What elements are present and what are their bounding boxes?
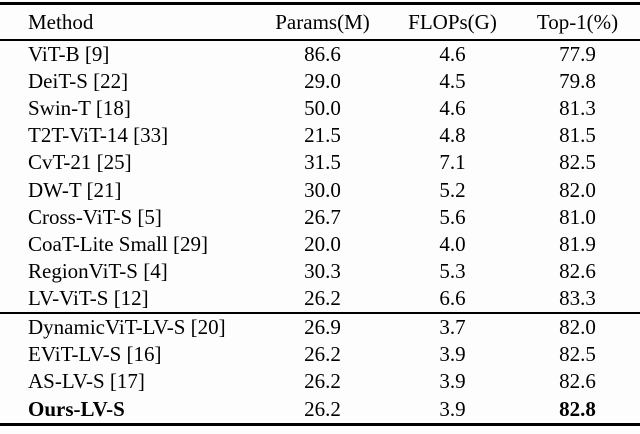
bottom-rule (0, 422, 640, 426)
table-row: CoaT-Lite Small [29] 20.0 4.0 81.9 (0, 231, 640, 258)
pruning-methods-section: DynamicViT-LV-S [20] 26.9 3.7 82.0 EViT-… (0, 314, 640, 423)
header-rule (0, 39, 640, 41)
params-cell: 31.5 (304, 150, 341, 175)
mid-rule (0, 312, 640, 314)
table-row: Cross-ViT-S [5] 26.7 5.6 81.0 (0, 204, 640, 231)
top1-cell: 81.0 (559, 204, 596, 229)
params-cell: 50.0 (304, 95, 341, 120)
table-row: LV-ViT-S [12] 26.2 6.6 83.3 (0, 285, 640, 312)
table-row: Swin-T [18] 50.0 4.6 81.3 (0, 95, 640, 122)
table-row: ViT-B [9] 86.6 4.6 77.9 (0, 41, 640, 68)
flops-cell: 3.7 (439, 314, 466, 339)
method-cell: LV-ViT-S [12] (28, 286, 149, 311)
flops-cell: 4.6 (439, 95, 466, 120)
flops-cell: 5.6 (439, 204, 466, 229)
column-header-method: Method (28, 9, 94, 34)
flops-cell: 4.8 (439, 123, 466, 148)
table-row: EViT-LV-S [16] 26.2 3.9 82.5 (0, 341, 640, 368)
column-header-top1: Top-1(%) (536, 9, 619, 34)
top1-cell: 82.6 (559, 259, 596, 284)
column-header-flops: FLOPs(G) (408, 9, 497, 34)
params-cell: 26.9 (304, 314, 341, 339)
top1-cell: 81.5 (559, 123, 596, 148)
table-row: T2T-ViT-14 [33] 21.5 4.8 81.5 (0, 122, 640, 149)
table-row: AS-LV-S [17] 26.2 3.9 82.6 (0, 368, 640, 395)
top1-cell: 82.0 (559, 314, 596, 339)
top1-cell: 79.8 (559, 68, 596, 93)
params-cell: 21.5 (304, 123, 341, 148)
method-cell: ViT-B [9] (28, 41, 110, 66)
column-header-params: Params(M) (275, 9, 370, 34)
top1-cell: 82.0 (559, 177, 596, 202)
table-header-row: Method Params(M) FLOPs(G) Top-1(%) (0, 5, 640, 39)
flops-cell: 3.9 (439, 396, 466, 421)
flops-cell: 6.6 (439, 286, 466, 311)
method-cell: DeiT-S [22] (28, 68, 129, 93)
flops-cell: 7.1 (439, 150, 466, 175)
table-row: RegionViT-S [4] 30.3 5.3 82.6 (0, 258, 640, 285)
method-cell: Ours-LV-S (28, 396, 125, 421)
top1-cell: 82.8 (559, 396, 596, 421)
flops-cell: 5.3 (439, 259, 466, 284)
method-cell: CoaT-Lite Small [29] (28, 231, 209, 256)
params-cell: 26.2 (304, 369, 341, 394)
table-row: DeiT-S [22] 29.0 4.5 79.8 (0, 68, 640, 95)
flops-cell: 4.5 (439, 68, 466, 93)
method-cell: DW-T [21] (28, 177, 122, 202)
method-cell: Swin-T [18] (28, 95, 131, 120)
table-row: CvT-21 [25] 31.5 7.1 82.5 (0, 149, 640, 176)
params-cell: 30.0 (304, 177, 341, 202)
params-cell: 86.6 (304, 41, 341, 66)
top1-cell: 82.6 (559, 369, 596, 394)
top1-cell: 82.5 (559, 342, 596, 367)
top1-cell: 81.3 (559, 95, 596, 120)
top1-cell: 82.5 (559, 150, 596, 175)
top-rule (0, 2, 640, 5)
flops-cell: 4.0 (439, 231, 466, 256)
method-cell: Cross-ViT-S [5] (28, 204, 162, 229)
method-cell: CvT-21 [25] (28, 150, 132, 175)
top1-cell: 81.9 (559, 231, 596, 256)
params-cell: 26.2 (304, 342, 341, 367)
baseline-methods-section: ViT-B [9] 86.6 4.6 77.9 DeiT-S [22] 29.0… (0, 41, 640, 313)
method-cell: DynamicViT-LV-S [20] (28, 314, 226, 339)
method-cell: T2T-ViT-14 [33] (28, 123, 169, 148)
top1-cell: 77.9 (559, 41, 596, 66)
flops-cell: 5.2 (439, 177, 466, 202)
method-cell: AS-LV-S [17] (28, 369, 145, 394)
params-cell: 30.3 (304, 259, 341, 284)
table-row: DynamicViT-LV-S [20] 26.9 3.7 82.0 (0, 314, 640, 341)
params-cell: 26.7 (304, 204, 341, 229)
params-cell: 29.0 (304, 68, 341, 93)
params-cell: 20.0 (304, 231, 341, 256)
top1-cell: 83.3 (559, 286, 596, 311)
params-cell: 26.2 (304, 286, 341, 311)
method-cell: EViT-LV-S [16] (28, 342, 162, 367)
table-row: DW-T [21] 30.0 5.2 82.0 (0, 176, 640, 203)
flops-cell: 4.6 (439, 41, 466, 66)
method-cell: RegionViT-S [4] (28, 259, 168, 284)
flops-cell: 3.9 (439, 369, 466, 394)
flops-cell: 3.9 (439, 342, 466, 367)
params-cell: 26.2 (304, 396, 341, 421)
table-row: Ours-LV-S 26.2 3.9 82.8 (0, 395, 640, 422)
